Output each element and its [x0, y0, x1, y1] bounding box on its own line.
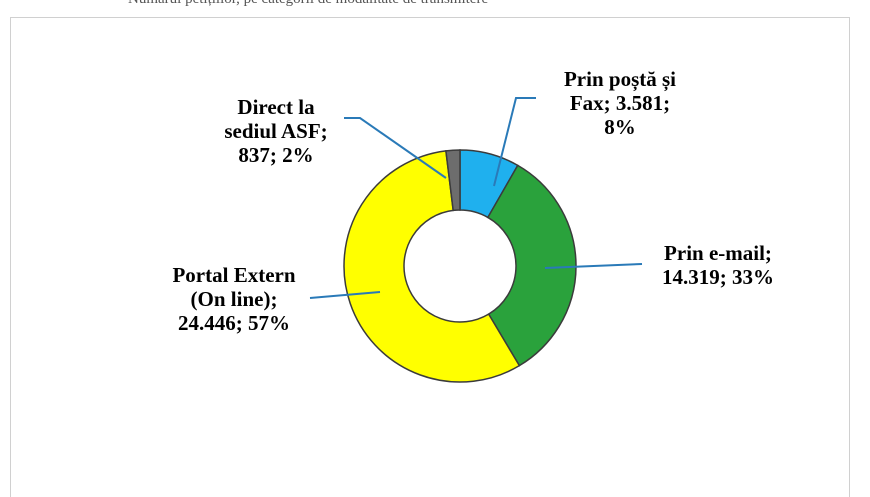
data-label-line: Portal Extern	[172, 263, 295, 287]
header-fragment-text: Numărul petițiilor, pe categorii de moda…	[128, 0, 488, 8]
data-label-line: Prin poștă și	[564, 67, 676, 92]
donut-chart: Prin poștă și Fax; 3.581; 8% Prin e-mail; 14…	[172, 67, 774, 383]
slice-direct	[445, 149, 461, 212]
data-label-line: sediul ASF;	[224, 119, 327, 143]
data-label-line: (On line);	[191, 287, 278, 311]
slice-email	[486, 164, 577, 367]
data-label: Portal Extern (On line); 24.446; 57%	[172, 263, 295, 335]
chart-frame	[10, 17, 850, 497]
leader-line	[309, 291, 381, 299]
data-label-line: Prin e-mail;	[664, 241, 772, 265]
data-labels: Prin poștă și Fax; 3.581; 8% Prin e-mail; 14…	[172, 67, 774, 335]
data-label: Prin poștă și Fax; 3.581; 8%	[564, 67, 676, 139]
data-label-line: Direct la	[237, 95, 315, 119]
leader-lines	[309, 97, 643, 299]
leader-line	[493, 97, 536, 187]
slice-portal	[343, 150, 521, 383]
data-label-line: Fax; 3.581;	[570, 91, 670, 115]
data-label-line: 24.446; 57%	[178, 311, 290, 335]
leader-line	[544, 263, 643, 269]
leader-line	[344, 117, 447, 179]
data-label: Direct la sediul ASF; 837; 2%	[224, 95, 327, 167]
data-label: Prin e-mail; 14.319; 33%	[662, 241, 774, 289]
data-label-line: 837; 2%	[238, 143, 313, 167]
header-fragment: Numărul petițiilor, pe categorii de moda…	[0, 0, 870, 16]
data-label-line: 8%	[604, 115, 636, 139]
data-label-line: 14.319; 33%	[662, 265, 774, 289]
donut-slices	[343, 149, 577, 383]
